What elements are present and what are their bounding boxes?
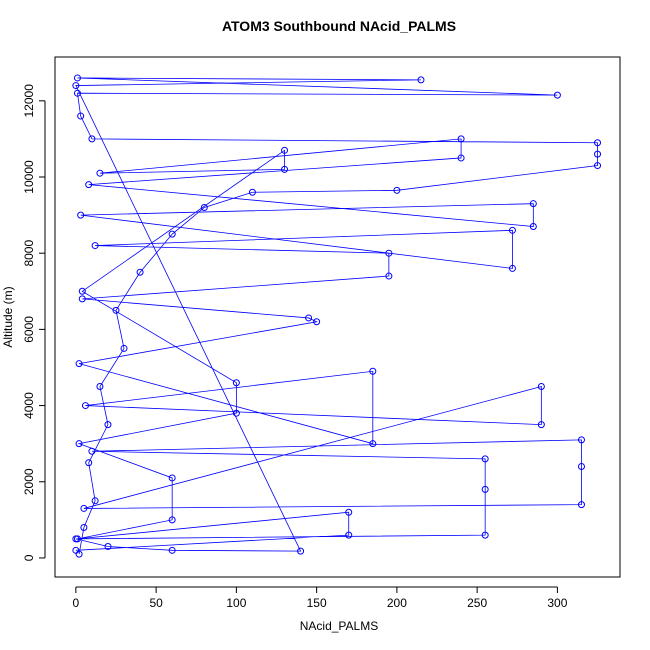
data-point	[232, 409, 240, 417]
data-point	[594, 139, 602, 147]
data-point	[313, 318, 321, 326]
data-point	[91, 242, 99, 250]
data-point	[385, 272, 393, 280]
plot-box	[54, 56, 621, 578]
data-point	[369, 440, 377, 448]
y-tick-label: 8000	[22, 240, 36, 267]
data-point	[537, 421, 545, 429]
data-point	[104, 543, 112, 551]
data-line	[75, 77, 598, 555]
data-point	[457, 154, 465, 162]
data-point	[345, 531, 353, 539]
data-point	[305, 314, 313, 322]
data-point	[457, 135, 465, 143]
data-point	[78, 295, 86, 303]
data-point	[88, 447, 96, 455]
data-point	[73, 74, 81, 82]
data-point	[529, 223, 537, 231]
data-point	[75, 440, 83, 448]
data-point	[385, 249, 393, 257]
data-point	[281, 165, 289, 173]
data-point	[553, 91, 561, 99]
y-tick-label: 6000	[22, 316, 36, 343]
data-point	[120, 344, 128, 352]
x-tick-label: 150	[307, 596, 327, 610]
chart-title: ATOM3 Southbound NAcid_PALMS	[222, 18, 456, 34]
data-point	[73, 535, 81, 543]
data-point	[88, 135, 96, 143]
data-point	[72, 82, 80, 90]
x-tick-label: 100	[226, 596, 246, 610]
data-point	[345, 508, 353, 516]
data-point	[77, 112, 85, 120]
data-point	[168, 546, 176, 554]
data-point	[73, 89, 81, 97]
data-point	[81, 402, 89, 410]
data-point	[168, 230, 176, 238]
data-point	[80, 504, 88, 512]
data-point	[537, 383, 545, 391]
data-point	[168, 516, 176, 524]
data-point	[80, 523, 88, 531]
data-point	[85, 459, 93, 467]
data-point	[281, 146, 289, 154]
x-tick-label: 300	[547, 596, 567, 610]
y-tick-label: 0	[22, 554, 36, 561]
x-tick-label: 200	[387, 596, 407, 610]
data-point	[508, 264, 516, 272]
data-point	[77, 211, 85, 219]
data-point	[78, 287, 86, 295]
data-point	[369, 367, 377, 375]
data-point	[85, 181, 93, 189]
data-point	[594, 150, 602, 158]
data-point	[72, 546, 80, 554]
data-point	[297, 547, 305, 555]
data-point	[75, 360, 83, 368]
x-axis-label: NAcid_PALMS	[300, 619, 378, 633]
data-point	[91, 497, 99, 505]
data-point	[529, 200, 537, 208]
data-point	[232, 379, 240, 387]
y-tick-label: 12000	[22, 84, 36, 118]
data-point	[481, 531, 489, 539]
data-point	[104, 421, 112, 429]
data-point	[248, 188, 256, 196]
data-point	[417, 76, 425, 84]
data-point	[481, 455, 489, 463]
x-tick-label: 50	[149, 596, 163, 610]
x-tick-label: 250	[467, 596, 487, 610]
data-point	[96, 383, 104, 391]
data-point	[168, 474, 176, 482]
data-point	[481, 485, 489, 493]
data-point	[136, 268, 144, 276]
data-point	[393, 186, 401, 194]
data-point	[112, 306, 120, 314]
y-tick-label: 2000	[22, 468, 36, 495]
data-point	[200, 203, 208, 211]
x-tick-label: 0	[73, 596, 80, 610]
data-point	[577, 501, 585, 509]
data-point	[96, 169, 104, 177]
y-tick-label: 4000	[22, 392, 36, 419]
y-axis-label: Altitude (m)	[1, 286, 15, 347]
data-point	[577, 463, 585, 471]
data-point	[508, 226, 516, 234]
data-point	[577, 436, 585, 444]
y-tick-label: 10000	[22, 160, 36, 194]
data-point	[594, 162, 602, 170]
